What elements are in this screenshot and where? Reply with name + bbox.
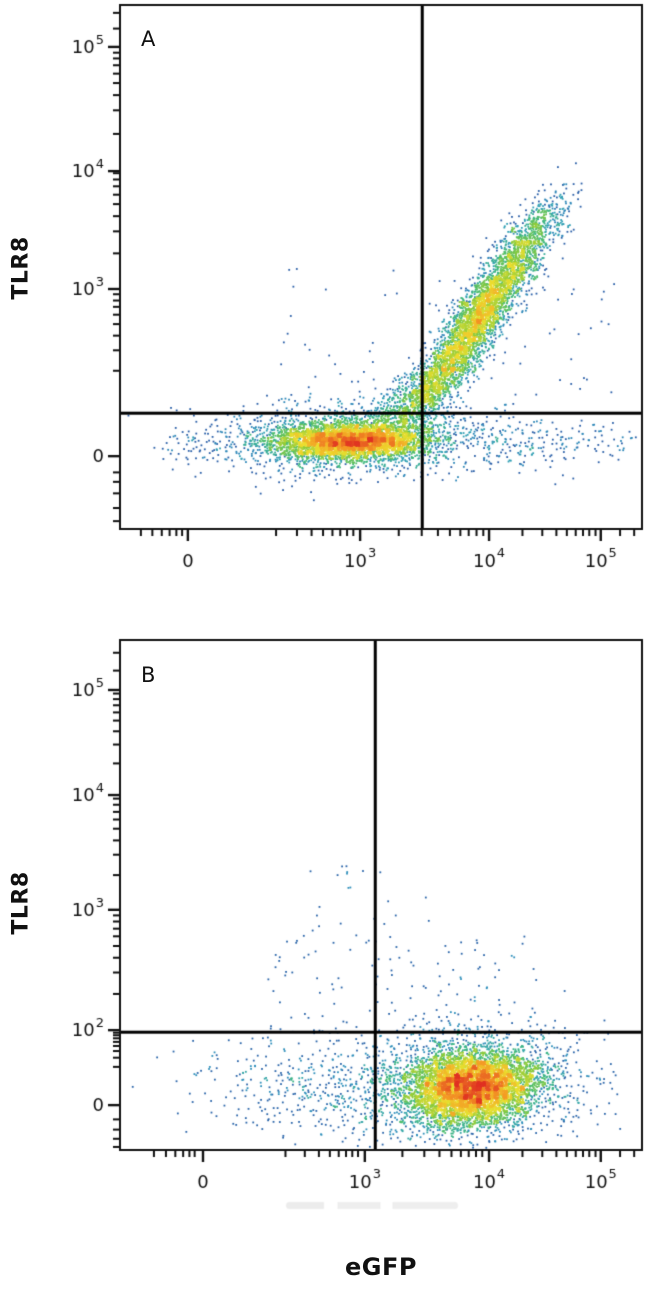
watermark-smudge [286, 1202, 458, 1209]
y-axis-label-panel-a: TLR8 [8, 236, 34, 300]
panel-b-letter: B [141, 663, 156, 687]
y-axis-label-panel-b: TLR8 [8, 871, 34, 935]
x-axis-label: eGFP [345, 1253, 417, 1281]
panel-a-letter: A [141, 27, 156, 51]
